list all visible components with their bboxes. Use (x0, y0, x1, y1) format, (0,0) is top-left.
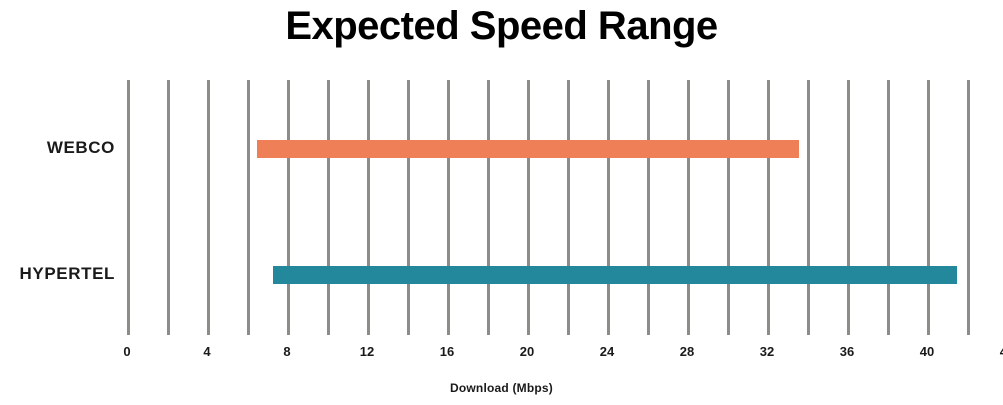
x-tick-label: 36 (839, 344, 855, 359)
gridline (647, 80, 650, 335)
x-tick-label: 20 (519, 344, 535, 359)
gridline (927, 80, 930, 335)
gridline (487, 80, 490, 335)
gridline (887, 80, 890, 335)
gridline (687, 80, 690, 335)
x-tick-label: 12 (359, 344, 375, 359)
x-tick-label: 0 (123, 344, 131, 359)
x-axis-title: Download (Mbps) (450, 381, 553, 395)
category-label-webco: WEBCO (46, 138, 115, 157)
gridline (327, 80, 330, 335)
gridline (967, 80, 970, 335)
gridline (767, 80, 770, 335)
gridline (527, 80, 530, 335)
gridline (447, 80, 450, 335)
gridline (727, 80, 730, 335)
x-tick-label: 44 (987, 344, 1003, 359)
chart-title: Expected Speed Range (285, 4, 718, 48)
x-tick-label: 32 (759, 344, 775, 359)
gridline (287, 80, 290, 335)
x-tick-label: 16 (439, 344, 455, 359)
gridline (367, 80, 370, 335)
x-tick-label: 40 (919, 344, 935, 359)
gridline (567, 80, 570, 335)
plot-area (127, 80, 1003, 335)
gridline (207, 80, 210, 335)
category-label-hypertel: HYPERTEL (19, 264, 115, 283)
x-tick-label: 8 (283, 344, 291, 359)
gridline (167, 80, 170, 335)
gridline (807, 80, 810, 335)
x-tick-label: 28 (679, 344, 695, 359)
x-tick-label: 4 (203, 344, 211, 359)
gridline (407, 80, 410, 335)
gridline (607, 80, 610, 335)
range-bar-hypertel[interactable] (273, 266, 957, 284)
x-tick-label: 24 (599, 344, 615, 359)
gridline (847, 80, 850, 335)
gridline (247, 80, 250, 335)
range-bar-webco[interactable] (257, 140, 799, 158)
gridline (127, 80, 130, 335)
